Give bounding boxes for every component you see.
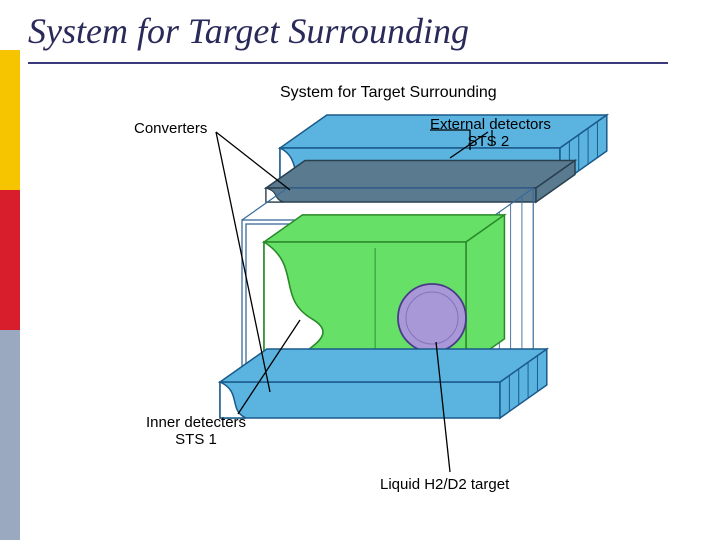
figure: System for Target Surrounding Converters… xyxy=(120,80,640,510)
sidebar-seg-0 xyxy=(0,0,20,50)
label-target: Liquid H2/D2 target xyxy=(380,476,509,493)
sidebar-seg-3 xyxy=(0,330,20,540)
sidebar-seg-1 xyxy=(0,50,20,190)
sidebar xyxy=(0,0,20,540)
sidebar-seg-2 xyxy=(0,190,20,330)
figure-subtitle: System for Target Surrounding xyxy=(280,84,497,102)
page-title: System for Target Surrounding xyxy=(28,10,469,52)
label-external: External detectors STS 2 xyxy=(430,116,551,150)
label-inner: Inner detecters STS 1 xyxy=(146,414,246,448)
label-converters: Converters xyxy=(134,120,207,137)
title-underline xyxy=(28,62,668,64)
